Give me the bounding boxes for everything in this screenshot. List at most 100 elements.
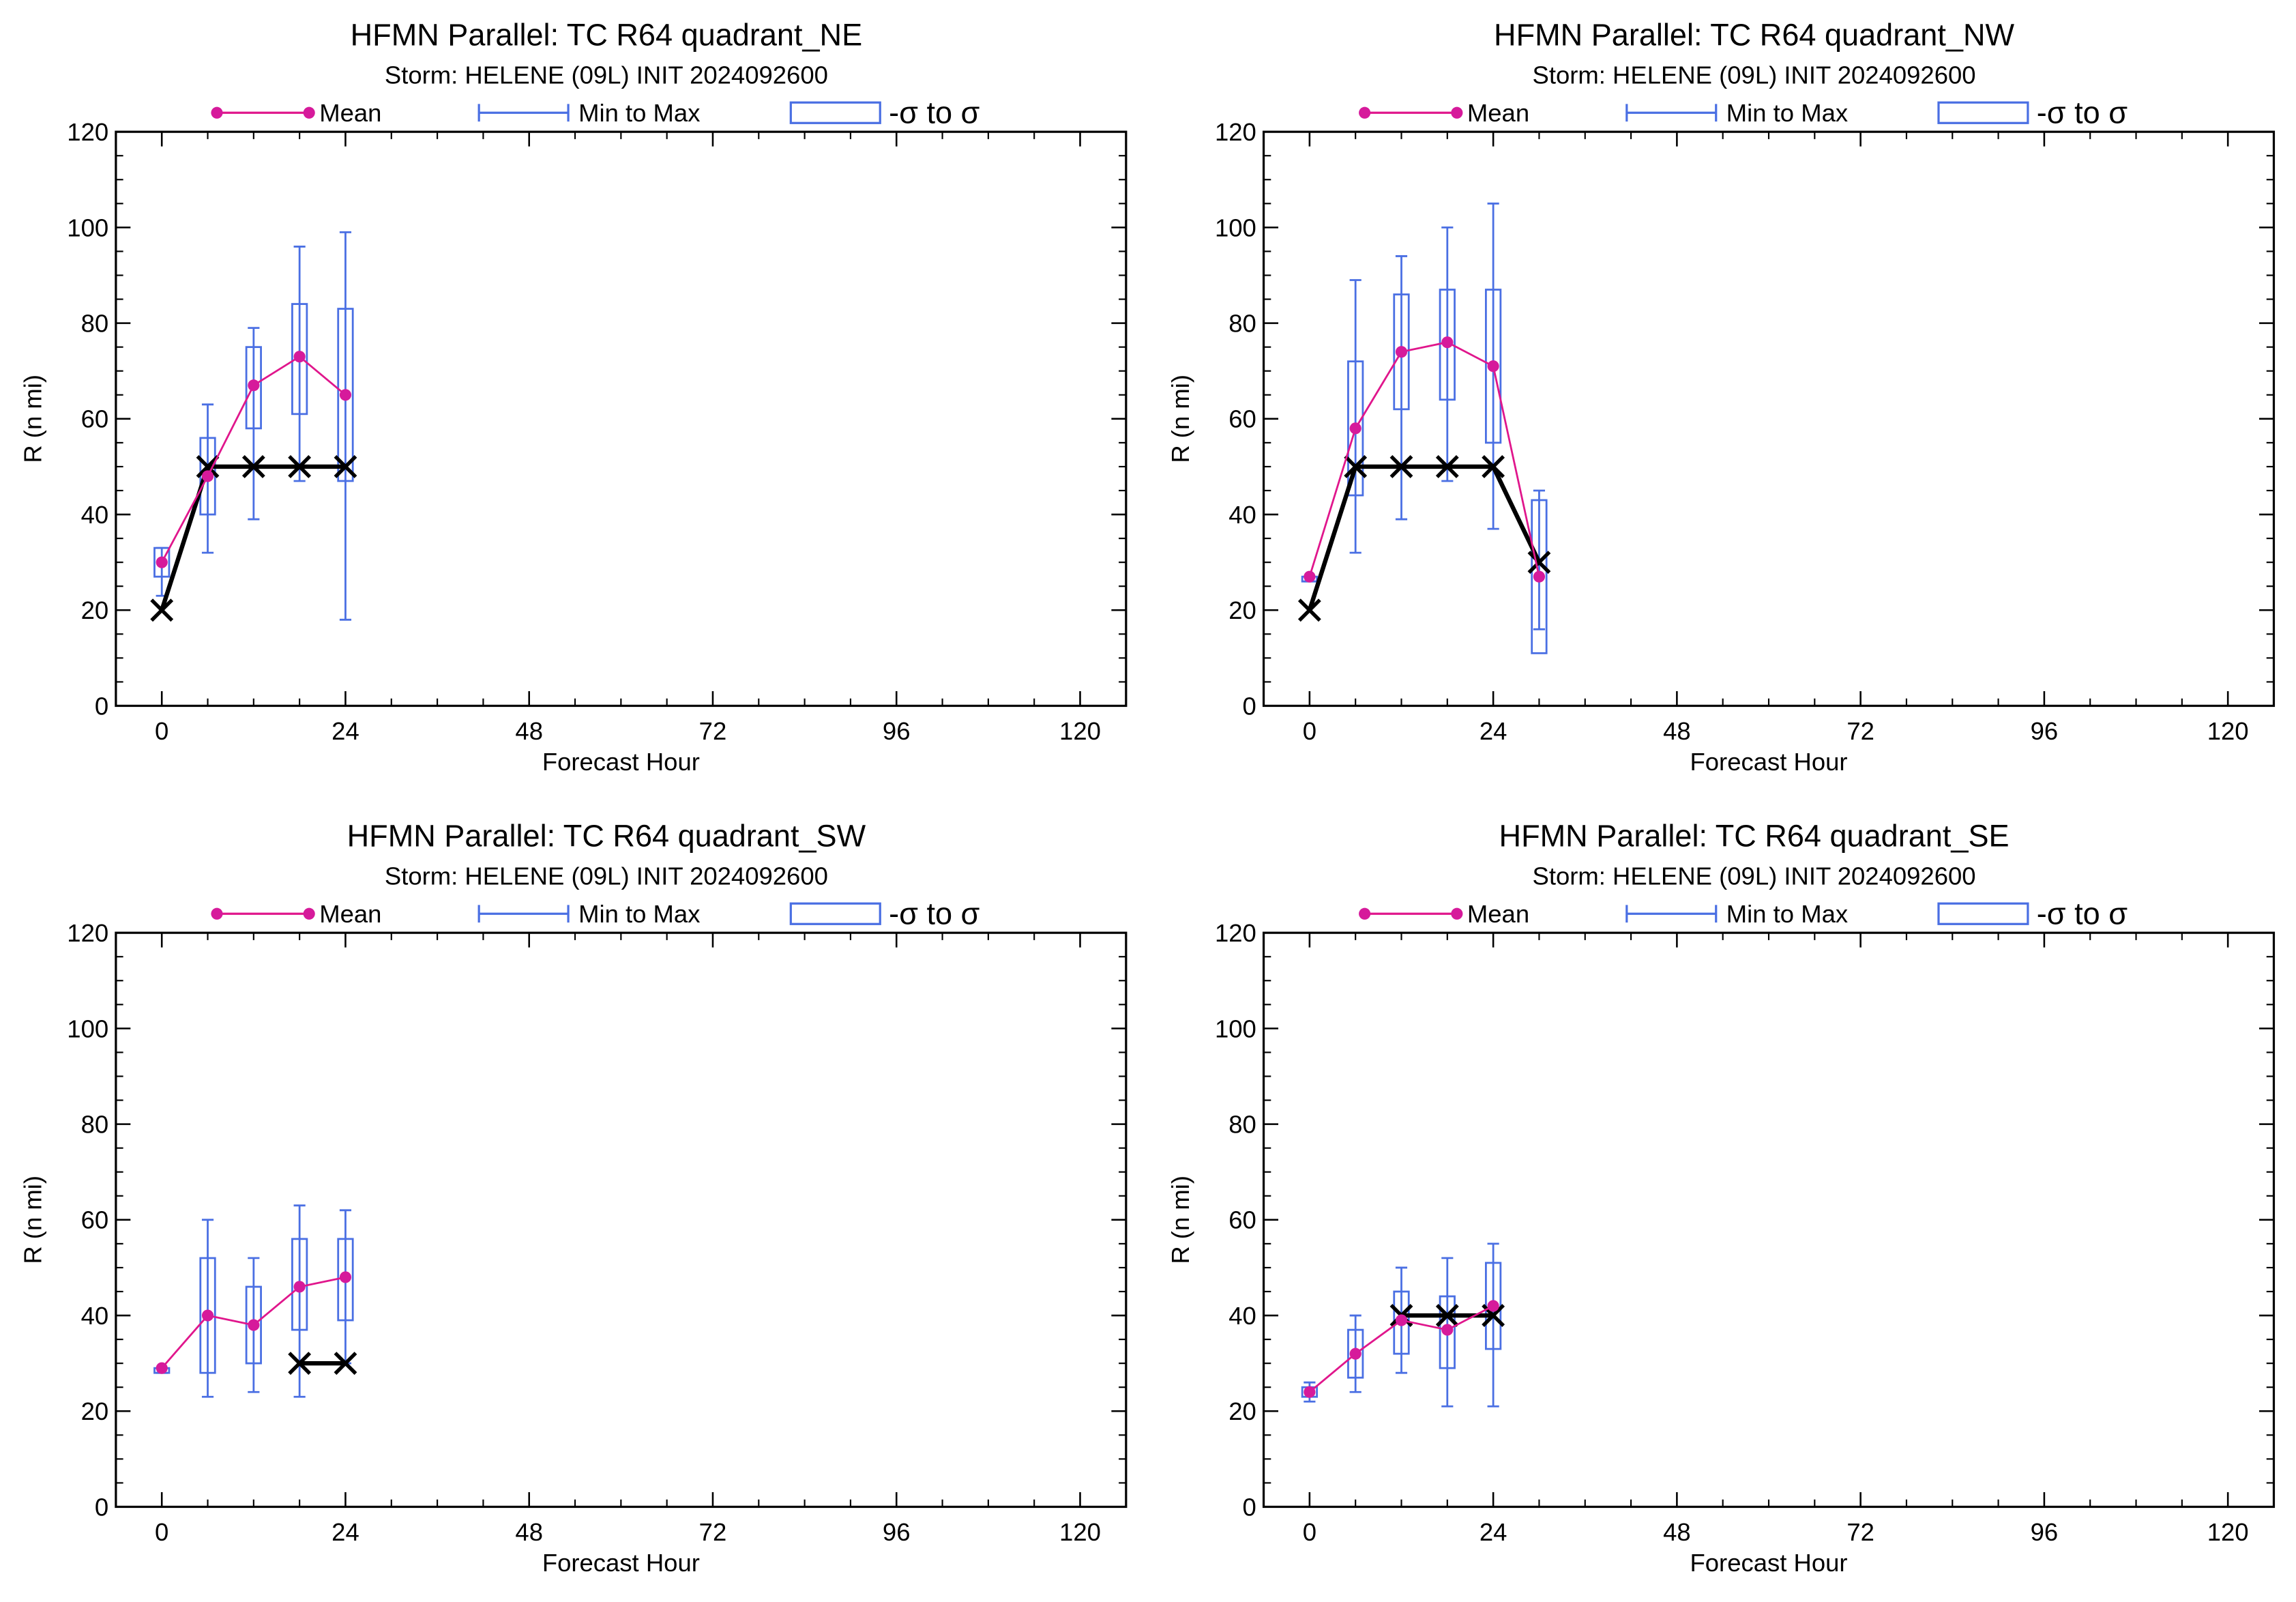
x-tick-label: 96	[2031, 1518, 2059, 1546]
mean-point	[1533, 570, 1546, 583]
x-tick-label: 0	[1303, 1518, 1316, 1546]
y-axis-label: R (n mi)	[18, 375, 46, 463]
y-tick-label: 0	[1243, 1493, 1256, 1521]
y-tick-label: 80	[1228, 1110, 1256, 1138]
y-tick-label: 40	[81, 1302, 109, 1330]
legend-range-label: Min to Max	[1726, 900, 1848, 928]
best-track-marker	[1482, 455, 1505, 478]
x-tick-label: 0	[155, 717, 168, 745]
legend-mean-marker	[1359, 907, 1371, 920]
best-track-marker	[334, 455, 357, 478]
y-axis-label: R (n mi)	[18, 1176, 46, 1264]
legend-range-label: Min to Max	[1726, 99, 1848, 127]
legend-sigma-box	[789, 101, 881, 124]
legend-mean-marker	[1451, 907, 1463, 920]
best-track-line	[1307, 464, 1542, 611]
x-axis-label: Forecast Hour	[1690, 1549, 1847, 1577]
mean-point	[156, 1362, 168, 1374]
y-tick-label: 40	[81, 501, 109, 529]
sigma-box	[1484, 289, 1502, 444]
x-tick-label: 72	[1846, 717, 1874, 745]
mean-point	[1349, 422, 1362, 435]
y-axis-label: R (n mi)	[1166, 1176, 1194, 1264]
x-tick-label: 24	[1480, 717, 1507, 745]
x-tick-label: 96	[883, 1518, 911, 1546]
x-tick-label: 0	[155, 1518, 168, 1546]
y-tick-label: 40	[1228, 1302, 1256, 1330]
x-tick-label: 120	[2207, 717, 2249, 745]
chart-panel: HFMN Parallel: TC R64 quadrant_SE Storm: …	[1166, 819, 2276, 1577]
chart-panel: HFMN Parallel: TC R64 quadrant_NE Storm: …	[18, 18, 1128, 776]
mean-point	[1304, 570, 1316, 583]
legend: Mean Min to Max -σ to σ	[1359, 95, 2128, 130]
sigma-box	[199, 1257, 216, 1374]
sigma-box	[153, 547, 171, 578]
best-track-marker	[1435, 1304, 1459, 1327]
x-tick-label: 24	[1480, 1518, 1507, 1546]
legend-mean-marker	[211, 106, 223, 119]
mean-point	[248, 379, 260, 392]
legend-range-label: Min to Max	[578, 900, 700, 928]
y-tick-label: 80	[81, 1110, 109, 1138]
legend-sigma-label: -σ to σ	[2037, 896, 2128, 931]
sigma-box	[1347, 1328, 1364, 1379]
legend: Mean Min to Max -σ to σ	[211, 95, 980, 130]
legend-sigma-box	[1937, 101, 2029, 124]
y-tick-label: 100	[67, 214, 108, 242]
y-tick-label: 20	[81, 596, 109, 624]
legend-range-label: Min to Max	[578, 99, 700, 127]
best-track-marker	[1344, 455, 1368, 478]
mean-point	[1395, 1314, 1408, 1326]
y-tick-label: 0	[1243, 692, 1256, 720]
x-tick-label: 24	[332, 717, 359, 745]
legend-sigma-label: -σ to σ	[889, 896, 980, 931]
sigma-box	[245, 346, 262, 430]
legend-mean-marker	[303, 907, 315, 920]
mean-point	[339, 1271, 352, 1283]
legend-mean-marker	[303, 106, 315, 119]
y-tick-label: 20	[81, 1397, 109, 1425]
sigma-box	[1439, 1295, 1456, 1369]
best-track-marker	[150, 598, 174, 622]
sigma-box	[337, 308, 354, 482]
x-tick-label: 48	[1663, 1518, 1691, 1546]
mean-line	[1308, 341, 1540, 577]
chart-panel: HFMN Parallel: TC R64 quadrant_SW Storm: …	[18, 819, 1128, 1577]
x-tick-label: 48	[515, 717, 543, 745]
mean-point	[201, 1309, 214, 1322]
x-tick-label: 48	[1663, 717, 1691, 745]
y-tick-label: 0	[95, 1493, 108, 1521]
chart-title: HFMN Parallel: TC R64 quadrant_NW	[1494, 18, 2014, 53]
legend-sigma-label: -σ to σ	[2037, 95, 2128, 130]
sigma-box	[1347, 360, 1364, 497]
chart-panel: HFMN Parallel: TC R64 quadrant_NW Storm: …	[1166, 18, 2276, 776]
mean-point	[156, 556, 168, 568]
x-tick-label: 120	[1059, 717, 1101, 745]
y-tick-label: 0	[95, 692, 108, 720]
x-axis-label: Forecast Hour	[1690, 748, 1847, 776]
y-tick-label: 80	[1228, 309, 1256, 337]
mean-point	[1349, 1348, 1362, 1360]
chart-title: HFMN Parallel: TC R64 quadrant_SW	[347, 819, 866, 854]
best-track-marker	[1435, 455, 1459, 478]
mean-point	[1441, 1324, 1454, 1336]
x-tick-label: 96	[2031, 717, 2059, 745]
y-tick-label: 60	[1228, 1206, 1256, 1234]
y-tick-label: 100	[67, 1015, 108, 1043]
legend-mean-label: Mean	[319, 99, 381, 127]
mean-point	[293, 351, 306, 363]
y-tick-label: 20	[1228, 1397, 1256, 1425]
legend-mean-marker	[211, 907, 223, 920]
best-track-marker	[288, 1352, 312, 1375]
mean-point	[1487, 360, 1499, 373]
best-track-marker	[1297, 598, 1321, 622]
legend-mean-marker	[1451, 106, 1463, 119]
y-tick-label: 60	[81, 1206, 109, 1234]
x-tick-label: 120	[2207, 1518, 2249, 1546]
y-tick-label: 60	[1228, 405, 1256, 433]
x-tick-label: 96	[883, 717, 911, 745]
best-track-marker	[1527, 551, 1551, 574]
mean-point	[248, 1319, 260, 1331]
